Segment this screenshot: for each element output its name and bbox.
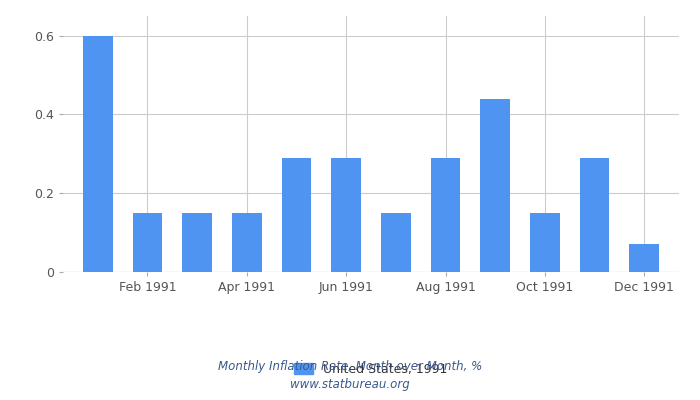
Bar [580, 158, 610, 272]
Bar [232, 213, 262, 272]
Bar [182, 213, 212, 272]
Bar [331, 158, 361, 272]
Bar [83, 36, 113, 272]
Text: www.statbureau.org: www.statbureau.org [290, 378, 410, 391]
Bar [480, 99, 510, 272]
Bar [281, 158, 312, 272]
Bar [629, 244, 659, 272]
Bar [381, 213, 411, 272]
Bar [132, 213, 162, 272]
Bar [530, 213, 560, 272]
Bar [430, 158, 461, 272]
Text: Monthly Inflation Rate, Month over Month, %: Monthly Inflation Rate, Month over Month… [218, 360, 482, 373]
Legend: United States, 1991: United States, 1991 [289, 358, 453, 381]
